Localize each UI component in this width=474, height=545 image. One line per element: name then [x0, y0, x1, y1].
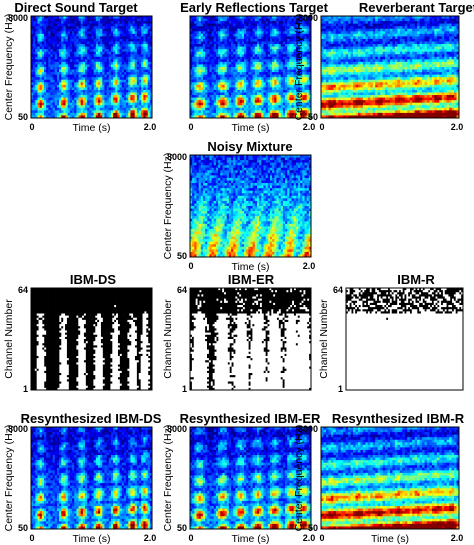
panel-1-image — [31, 16, 153, 119]
panel-4-frame — [189, 154, 312, 258]
panel-title: Early Reflections Target — [180, 0, 329, 15]
y-tick-label: 8000 — [167, 424, 187, 434]
x-tick-label: 0 — [29, 533, 34, 543]
x-axis-label: Time (s) — [371, 533, 409, 545]
x-axis-label: Time (s) — [231, 261, 269, 273]
panel-8-frame — [30, 426, 153, 530]
x-tick-label: 0 — [188, 533, 193, 543]
panel-6 — [189, 287, 312, 391]
y-tick-label: 64 — [177, 285, 187, 295]
x-tick-label: 0 — [319, 533, 324, 543]
panel-4 — [189, 154, 312, 258]
x-axis-label: Time (s) — [72, 122, 110, 134]
panel-title: Noisy Mixture — [207, 139, 292, 154]
x-tick-label: 0 — [188, 122, 193, 132]
panel-1-frame — [30, 15, 153, 119]
y-tick-label: 8000 — [8, 424, 28, 434]
x-tick-label: 2.0 — [144, 122, 157, 132]
panel-7 — [345, 287, 464, 391]
panel-title: Direct Sound Target — [14, 0, 138, 15]
y-tick-label: 64 — [18, 285, 28, 295]
x-tick-label: 0 — [188, 261, 193, 271]
y-axis-label: Center Frequency (Hz) — [162, 425, 174, 532]
panel-5 — [30, 287, 153, 391]
y-tick-label: 1 — [23, 384, 28, 394]
panel-2 — [189, 15, 312, 119]
x-axis-label: Time (s) — [231, 122, 269, 134]
x-tick-label: 2.0 — [451, 122, 464, 132]
panel-9 — [189, 426, 312, 530]
x-tick-label: 2.0 — [303, 533, 316, 543]
panel-title: IBM-ER — [228, 272, 275, 287]
panel-6-image — [190, 288, 312, 391]
y-tick-label: 50 — [308, 523, 318, 533]
y-axis-label: Center Frequency (Hz) — [293, 14, 305, 121]
panel-2-frame — [189, 15, 312, 119]
x-axis-label: Time (s) — [231, 533, 269, 545]
y-tick-label: 1 — [338, 384, 343, 394]
panel-1 — [30, 15, 153, 119]
y-tick-label: 50 — [177, 251, 187, 261]
y-tick-label: 1 — [182, 384, 187, 394]
y-tick-label: 64 — [333, 285, 343, 295]
x-axis-label: Time (s) — [72, 533, 110, 545]
panel-7-image — [346, 288, 464, 391]
panel-8-image — [31, 427, 153, 530]
y-tick-label: 50 — [18, 112, 28, 122]
panel-7-frame — [345, 287, 464, 391]
y-axis-label: Channel Number — [162, 299, 174, 379]
x-tick-label: 0 — [319, 122, 324, 132]
panel-3-frame — [320, 15, 460, 119]
y-tick-label: 50 — [308, 112, 318, 122]
y-tick-label: 8000 — [298, 424, 318, 434]
panel-9-image — [190, 427, 312, 530]
y-tick-label: 50 — [177, 523, 187, 533]
panel-10-image — [321, 427, 460, 530]
panel-6-frame — [189, 287, 312, 391]
x-tick-label: 2.0 — [303, 122, 316, 132]
y-tick-label: 8000 — [298, 13, 318, 23]
y-tick-label: 8000 — [167, 152, 187, 162]
x-tick-label: 2.0 — [451, 533, 464, 543]
y-axis-label: Center Frequency (Hz) — [293, 425, 305, 532]
panel-title: Resynthesized IBM-R — [332, 411, 465, 426]
panel-9-frame — [189, 426, 312, 530]
panel-10 — [320, 426, 460, 530]
y-axis-label: Channel Number — [3, 299, 15, 379]
panel-title: Resynthesized IBM-ER — [180, 411, 321, 426]
y-tick-label: 8000 — [8, 13, 28, 23]
y-tick-label: 50 — [18, 523, 28, 533]
y-axis-label: Center Frequency (Hz) — [162, 153, 174, 260]
panel-title: Reverberant Target — [359, 0, 474, 15]
panel-3-image — [321, 16, 460, 119]
y-axis-label: Center Frequency (Hz) — [3, 425, 15, 532]
panel-5-image — [31, 288, 153, 391]
panel-3 — [320, 15, 460, 119]
panel-10-frame — [320, 426, 460, 530]
panel-4-image — [190, 155, 312, 258]
panel-2-image — [190, 16, 312, 119]
x-tick-label: 2.0 — [303, 261, 316, 271]
x-tick-label: 0 — [29, 122, 34, 132]
y-axis-label: Center Frequency (Hz) — [3, 14, 15, 121]
panel-title: IBM-R — [397, 272, 435, 287]
y-axis-label: Channel Number — [318, 299, 330, 379]
panel-title: Resynthesized IBM-DS — [21, 411, 162, 426]
x-tick-label: 2.0 — [144, 533, 157, 543]
panel-5-frame — [30, 287, 153, 391]
panel-title: IBM-DS — [70, 272, 117, 287]
panel-8 — [30, 426, 153, 530]
